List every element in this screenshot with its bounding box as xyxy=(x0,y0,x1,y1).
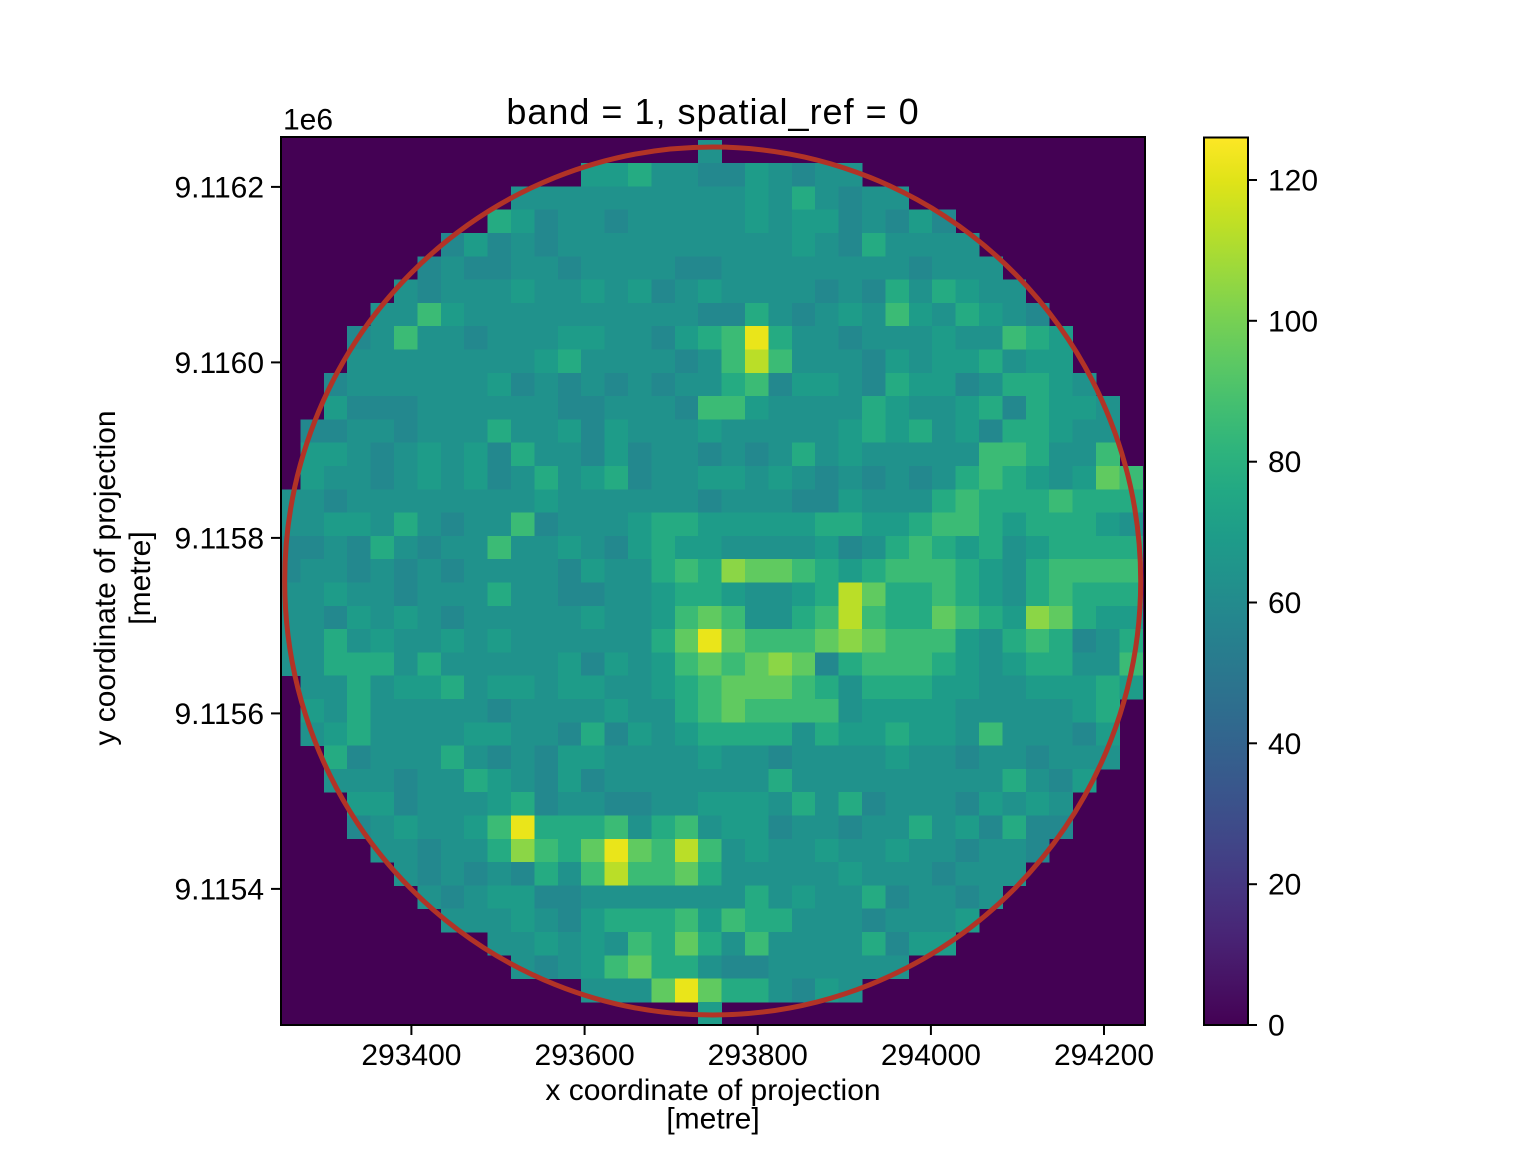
svg-text:[metre]: [metre] xyxy=(666,1103,759,1136)
svg-text:294000: 294000 xyxy=(881,1039,981,1072)
svg-text:40: 40 xyxy=(1268,728,1301,761)
svg-text:120: 120 xyxy=(1268,165,1318,198)
svg-text:9.1162: 9.1162 xyxy=(174,171,264,204)
svg-text:293800: 293800 xyxy=(708,1039,808,1072)
svg-text:20: 20 xyxy=(1268,869,1301,902)
svg-text:294200: 294200 xyxy=(1054,1039,1154,1072)
svg-text:293400: 293400 xyxy=(361,1039,461,1072)
svg-text:9.1158: 9.1158 xyxy=(174,522,264,555)
svg-text:0: 0 xyxy=(1268,1010,1285,1043)
svg-text:9.1160: 9.1160 xyxy=(174,347,264,380)
svg-text:100: 100 xyxy=(1268,305,1318,338)
svg-text:60: 60 xyxy=(1268,587,1301,620)
svg-text:9.1154: 9.1154 xyxy=(174,873,264,906)
svg-text:band = 1, spatial_ref = 0: band = 1, spatial_ref = 0 xyxy=(506,91,919,132)
svg-text:80: 80 xyxy=(1268,446,1301,479)
svg-text:x coordinate of projection: x coordinate of projection xyxy=(545,1074,880,1107)
svg-text:9.1156: 9.1156 xyxy=(174,698,264,731)
svg-text:1e6: 1e6 xyxy=(283,104,333,137)
svg-text:y coordinate of projection: y coordinate of projection xyxy=(89,410,122,745)
svg-text:293600: 293600 xyxy=(535,1039,635,1072)
svg-text:[metre]: [metre] xyxy=(124,531,157,624)
